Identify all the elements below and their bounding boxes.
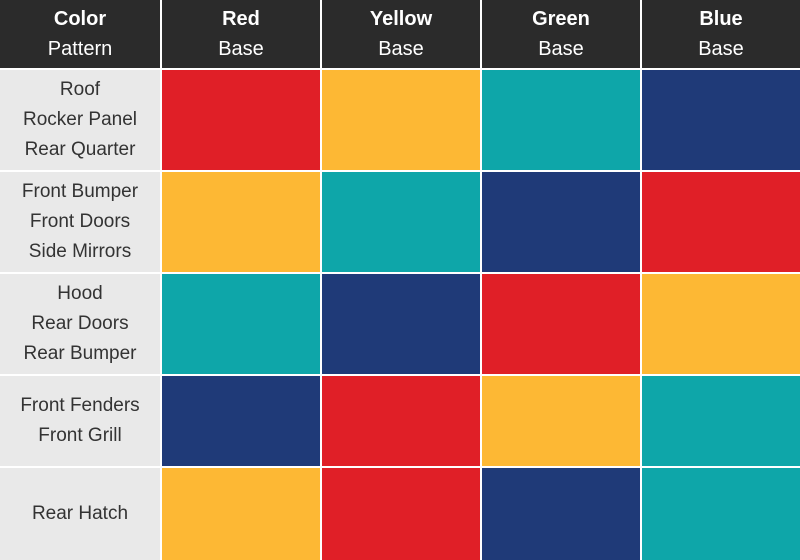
header-title: Green [532,8,590,30]
color-cell [322,274,480,374]
color-cell [162,376,320,466]
header-cell: Blue Base [642,0,800,68]
color-cell [162,172,320,272]
row-label: Front Fenders Front Grill [0,376,160,466]
header-title: Blue [699,8,743,30]
color-cell [642,468,800,560]
header-title: Color [53,8,107,30]
color-cell [322,172,480,272]
color-cell [322,468,480,560]
color-cell [642,172,800,272]
label-line: Rear Hatch [31,503,129,524]
label-line: Rear Quarter [24,139,136,160]
row-label: Hood Rear Doors Rear Bumper [0,274,160,374]
label-line: Front Bumper [21,181,139,202]
color-cell [322,376,480,466]
header-cell: Yellow Base [322,0,480,68]
label-line: Rear Bumper [23,343,137,364]
label-line: Front Grill [38,425,122,446]
color-cell [642,274,800,374]
row-label: Rear Hatch [0,468,160,560]
header-subtitle: Base [378,38,424,60]
label-line: Side Mirrors [28,241,132,262]
header-subtitle: Base [698,38,744,60]
header-cell: Green Base [482,0,640,68]
row-label: Front Bumper Front Doors Side Mirrors [0,172,160,272]
color-cell [162,468,320,560]
color-cell [162,70,320,170]
color-cell [482,274,640,374]
row-label: Roof Rocker Panel Rear Quarter [0,70,160,170]
label-line: Front Fenders [20,395,140,416]
header-title: Yellow [369,8,433,30]
color-cell [482,172,640,272]
label-line: Rear Doors [31,313,129,334]
header-cell: Color Pattern [0,0,160,68]
header-subtitle: Base [218,38,264,60]
header-cell: Red Base [162,0,320,68]
label-line: Roof [59,79,101,100]
color-cell [322,70,480,170]
color-cell [642,70,800,170]
color-cell [482,376,640,466]
label-line: Hood [57,283,103,304]
header-subtitle: Pattern [47,38,113,60]
header-title: Red [222,8,260,30]
color-cell [642,376,800,466]
label-line: Rocker Panel [22,109,138,130]
label-line: Front Doors [29,211,131,232]
color-cell [482,468,640,560]
color-cell [162,274,320,374]
color-cell [482,70,640,170]
header-subtitle: Base [538,38,584,60]
